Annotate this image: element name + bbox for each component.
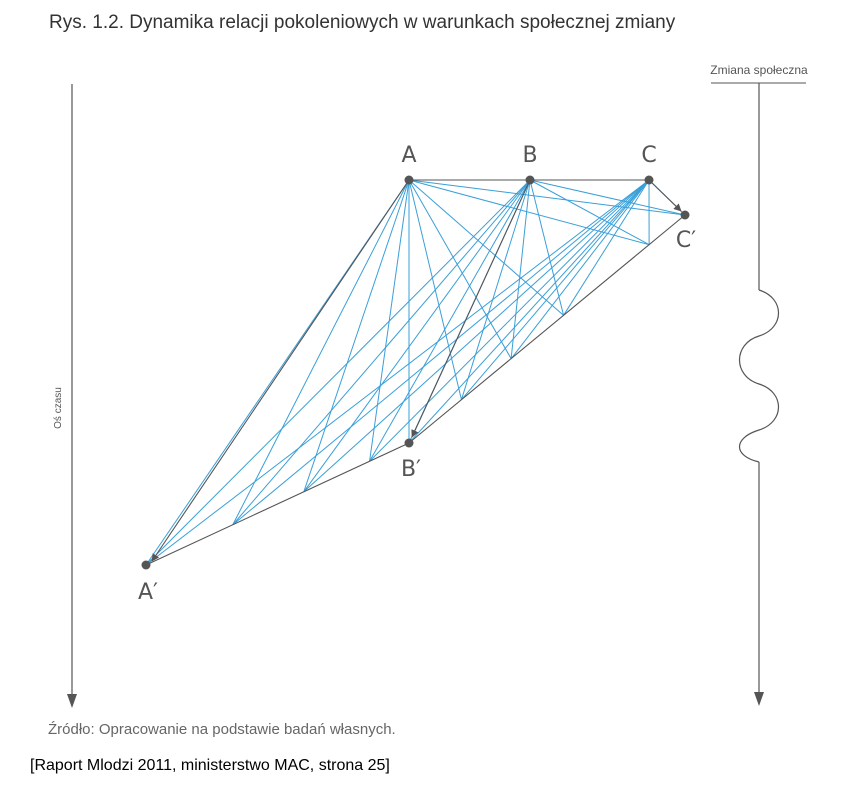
node-label-C: C [641,143,656,168]
structure-lines [145,179,686,566]
social-change-label: Zmiana społeczna [710,63,808,77]
arrow-C-to-Cprime [648,179,682,212]
relation-line-B-0 [145,179,531,566]
relation-lines [145,179,686,566]
relation-line-C-6 [510,179,650,359]
node-label-A-prime: A′ [138,580,158,605]
relation-line-C-2 [303,179,650,493]
relation-line-B-1 [232,179,531,526]
node-label-B: B [522,143,537,168]
time-axis-arrowhead [67,694,77,708]
relation-line-B-9 [529,179,686,216]
arrow-B-to-Bprime [411,179,531,438]
relation-line-C-3 [369,179,650,462]
relation-line-A-2 [303,179,410,492]
node-A-prime [141,560,151,570]
relation-line-B-2 [303,179,531,493]
arrow-A-to-Aprime [151,179,410,562]
relation-line-C-4 [408,179,650,444]
reference-caption: [Raport Mlodzi 2011, ministerstwo MAC, s… [30,757,390,774]
relation-line-A-7 [408,179,564,316]
relation-line-B-8 [529,179,650,246]
line-Bprime-Cprime [408,214,686,444]
social-change-arrowhead [754,692,764,706]
figure-title: Rys. 1.2. Dynamika relacji pokoleniowych… [49,12,676,33]
relation-line-B-5 [460,179,531,400]
social-change-wave [738,289,780,463]
relation-line-C-1 [232,179,650,526]
node-label-C-prime: C′ [676,228,696,253]
relation-line-C-7 [563,179,650,316]
node-label-A: A [401,143,416,168]
line-Aprime-Bprime [145,442,410,566]
node-C-prime [680,210,690,220]
time-axis-label: Oś czasu [53,387,64,429]
relation-line-A-8 [408,179,650,246]
node-label-B-prime: B′ [401,457,421,482]
relation-line-C-0 [145,179,650,566]
node-B [525,175,535,185]
source-note: Źródło: Opracowanie na podstawie badań w… [48,721,396,738]
node-B-prime [404,438,414,448]
relation-line-C-5 [461,179,650,401]
relation-line-A-9 [408,179,686,216]
node-C [644,175,654,185]
relation-line-A-6 [408,179,512,359]
relation-line-B-6 [510,179,531,359]
relation-line-B-7 [529,179,565,316]
relation-line-B-3 [369,179,531,462]
node-A [404,175,414,185]
relation-line-A-1 [232,179,410,525]
